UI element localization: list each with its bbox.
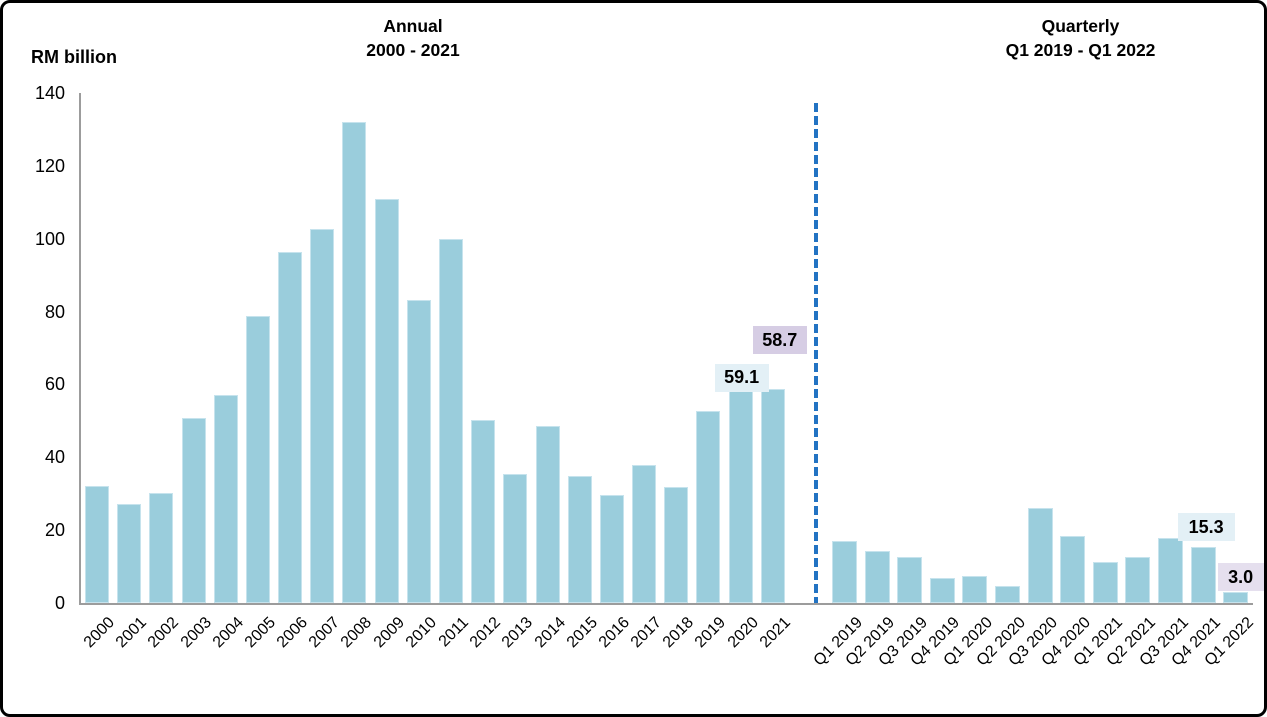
- bar-2015: [567, 475, 592, 603]
- bar-q4-2021: [1190, 547, 1216, 603]
- bar-q1-2020: [962, 575, 988, 603]
- bar-q2-2020: [995, 585, 1020, 603]
- bar-2005: [245, 315, 270, 603]
- bar-q4-2020: [1060, 535, 1086, 603]
- annual-title-line1: Annual: [383, 16, 443, 36]
- x-axis-label: 2013: [499, 614, 537, 652]
- x-axis-label: 2014: [531, 614, 569, 652]
- annual-title-line2: 2000 - 2021: [366, 40, 460, 61]
- bar-q2-2021: [1125, 556, 1151, 603]
- x-axis-label: 2011: [435, 614, 472, 651]
- bar-2011: [438, 239, 463, 603]
- x-axis-label: 2020: [724, 614, 762, 652]
- bar-2009: [374, 198, 399, 603]
- y-axis-tick-label: 60: [44, 374, 65, 395]
- x-axis-label: 2012: [466, 614, 505, 652]
- y-axis-unit-label: RM billion: [31, 47, 117, 67]
- bar-2004: [213, 395, 238, 603]
- x-axis-label: 2005: [241, 614, 279, 652]
- bar-2016: [599, 495, 624, 603]
- x-axis-label: 2019: [692, 614, 730, 652]
- annual-section-title: Annual 2000 - 2021: [303, 14, 523, 62]
- x-axis-label: 2007: [306, 614, 344, 652]
- x-axis-label: 2015: [563, 614, 601, 652]
- quarterly-section-title: Quarterly Q1 2019 - Q1 2022: [958, 14, 1203, 62]
- data-label-3-0: 3.0: [1217, 563, 1264, 592]
- x-axis-label: 2009: [370, 614, 408, 652]
- data-label-59-1: 59.1: [714, 363, 769, 392]
- section-separator-dashed-line: [814, 103, 818, 603]
- bar-q1-2019: [832, 541, 857, 603]
- x-axis-label: 2021: [756, 614, 794, 652]
- x-axis-label: 2004: [209, 614, 247, 652]
- x-axis-label: 2018: [660, 614, 698, 652]
- bar-q3-2021: [1158, 538, 1183, 603]
- x-axis-label: 2016: [595, 614, 633, 652]
- bar-q4-2019: [929, 577, 955, 603]
- x-axis-label: 2017: [627, 614, 666, 652]
- x-axis-label: 2010: [402, 614, 440, 652]
- bar-2006: [278, 252, 303, 603]
- bar-2010: [406, 299, 431, 603]
- data-label-58-7: 58.7: [752, 326, 807, 355]
- bar-q3-2019: [897, 557, 923, 603]
- y-axis-tick-label: 80: [44, 301, 65, 322]
- x-axis-label: 2003: [177, 614, 215, 652]
- x-axis-label: 2006: [273, 614, 312, 652]
- x-axis-label: 2008: [338, 614, 376, 652]
- y-axis-tick-label: 120: [34, 155, 65, 176]
- bar-q2-2019: [864, 550, 890, 603]
- x-axis-label: 2001: [113, 614, 151, 652]
- bar-2013: [503, 474, 528, 603]
- bar-2000: [85, 486, 109, 603]
- bar-q1-2022: [1223, 592, 1249, 603]
- quarterly-title-line1: Quarterly: [1041, 16, 1120, 36]
- x-axis-label: 2000: [80, 614, 119, 652]
- bar-2002: [149, 492, 174, 603]
- bar-2018: [664, 487, 689, 603]
- y-axis-tick-label: 100: [34, 228, 65, 249]
- bar-2008: [342, 122, 367, 603]
- x-axis-line: [79, 603, 1253, 606]
- data-label-15-3: 15.3: [1177, 513, 1235, 542]
- y-axis-tick-label: 140: [34, 83, 65, 103]
- bar-2003: [181, 417, 206, 603]
- bar-2014: [535, 425, 560, 603]
- bar-2020: [728, 387, 753, 603]
- bar-q1-2021: [1092, 561, 1118, 603]
- y-axis-tick-label: 20: [44, 520, 65, 541]
- bar-2007: [310, 228, 335, 603]
- bar-q3-2020: [1027, 507, 1053, 603]
- y-axis-line: [79, 93, 81, 603]
- bar-2012: [471, 420, 496, 603]
- y-axis-tick-label: 0: [54, 593, 65, 613]
- bar-2017: [632, 464, 657, 603]
- bar-2021: [760, 389, 785, 603]
- x-axis-label: 2002: [145, 614, 183, 652]
- y-axis-tick-label: 40: [44, 447, 65, 468]
- bar-2001: [117, 503, 142, 603]
- quarterly-title-line2: Q1 2019 - Q1 2022: [1005, 40, 1156, 61]
- bar-2019: [696, 410, 721, 603]
